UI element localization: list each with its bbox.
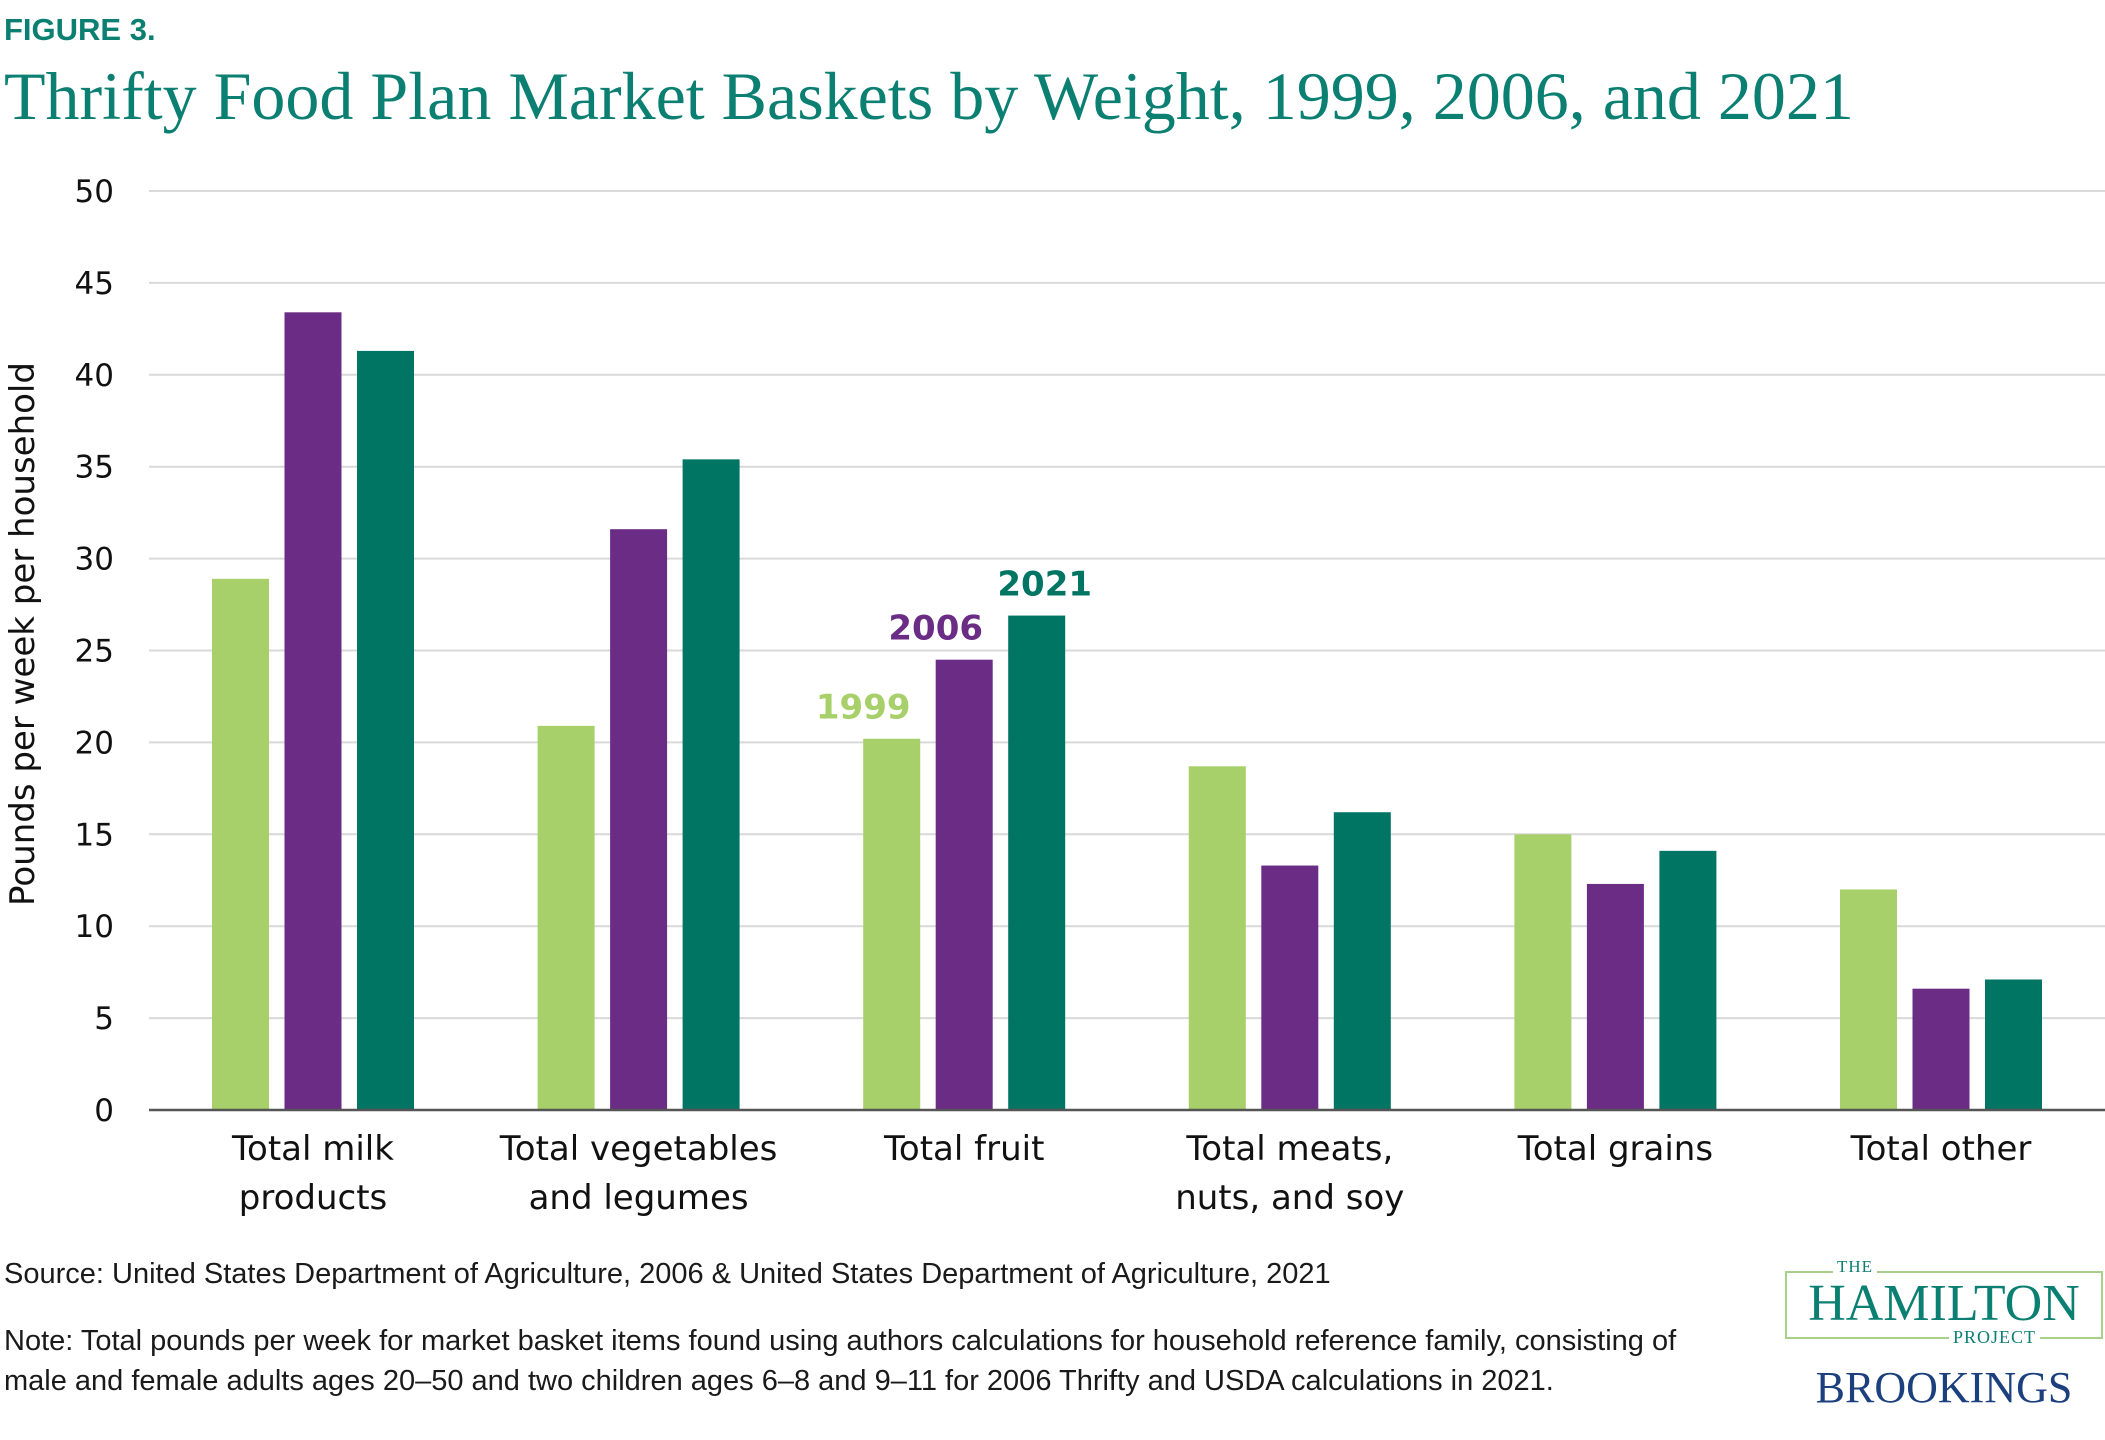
chart-title: Thrifty Food Plan Market Baskets by Weig… — [4, 58, 1854, 134]
y-tick-label: 20 — [75, 725, 114, 761]
bar-2006-1 — [610, 529, 668, 1110]
series-label-2006: 2006 — [888, 609, 983, 649]
y-tick-label: 40 — [75, 358, 114, 394]
hamilton-project-logo: THE HAMILTON PROJECT BROOKINGS — [1785, 1256, 2103, 1416]
y-tick-label: 0 — [94, 1093, 114, 1129]
logo-the: THE — [1833, 1257, 1878, 1277]
figure-label: FIGURE 3. — [4, 12, 156, 47]
bar-2006-5 — [1912, 988, 1970, 1110]
bars — [212, 312, 2042, 1111]
brookings-logo: BROOKINGS — [1815, 1363, 2073, 1412]
logo-hamilton: HAMILTON — [1808, 1275, 2080, 1332]
bar-2021-2 — [1008, 615, 1066, 1110]
x-category-label: Total vegetables and legumes — [499, 1129, 778, 1218]
bar-2021-3 — [1333, 812, 1391, 1110]
y-axis-label: Pounds per week per household — [3, 362, 43, 906]
y-axis-ticks: 0 5 10 15 20 25 30 35 40 45 50 — [75, 174, 114, 1129]
x-category-label: Total fruit — [883, 1129, 1045, 1169]
bar-1999-3 — [1188, 766, 1246, 1110]
y-tick-label: 25 — [75, 634, 114, 670]
logo-frame — [1785, 1271, 2103, 1339]
bar-1999-5 — [1840, 889, 1897, 1110]
source-text: Source: United States Department of Agri… — [4, 1258, 1331, 1290]
bar-1999-0 — [212, 578, 269, 1110]
bar-1999-2 — [863, 738, 921, 1110]
bar-2021-4 — [1659, 850, 1717, 1110]
x-axis-categories: Total milk products Total vegetables and le… — [231, 1129, 2031, 1218]
x-category-label: Total grains — [1517, 1129, 1713, 1169]
note-text: Note: Total pounds per week for market b… — [4, 1325, 1677, 1397]
series-labels: 1999 2006 2021 — [816, 565, 1092, 728]
bar-2006-3 — [1261, 865, 1319, 1110]
bar-2021-0 — [357, 350, 414, 1110]
bar-2021-5 — [1985, 979, 2042, 1110]
y-tick-label: 35 — [75, 450, 114, 486]
x-category-label: Total meats, nuts, and soy — [1175, 1129, 1404, 1218]
y-tick-label: 30 — [75, 542, 114, 578]
bar-2021-1 — [682, 459, 740, 1110]
series-label-1999: 1999 — [816, 688, 911, 728]
series-label-2021: 2021 — [997, 565, 1092, 605]
gridlines — [149, 190, 2105, 1020]
x-category-label: Total other — [1850, 1129, 2032, 1169]
bar-1999-1 — [537, 725, 595, 1110]
y-tick-label: 10 — [75, 909, 114, 945]
y-tick-label: 5 — [94, 1001, 114, 1037]
bar-1999-4 — [1514, 834, 1572, 1110]
y-tick-label: 45 — [75, 266, 114, 302]
y-tick-label: 15 — [75, 817, 114, 853]
bar-2006-4 — [1586, 883, 1644, 1110]
bar-2006-2 — [935, 659, 993, 1110]
bar-2006-0 — [284, 312, 342, 1111]
x-category-label: Total milk products — [231, 1129, 394, 1218]
logo-project: PROJECT — [1949, 1327, 2041, 1348]
y-tick-label: 50 — [75, 174, 114, 210]
